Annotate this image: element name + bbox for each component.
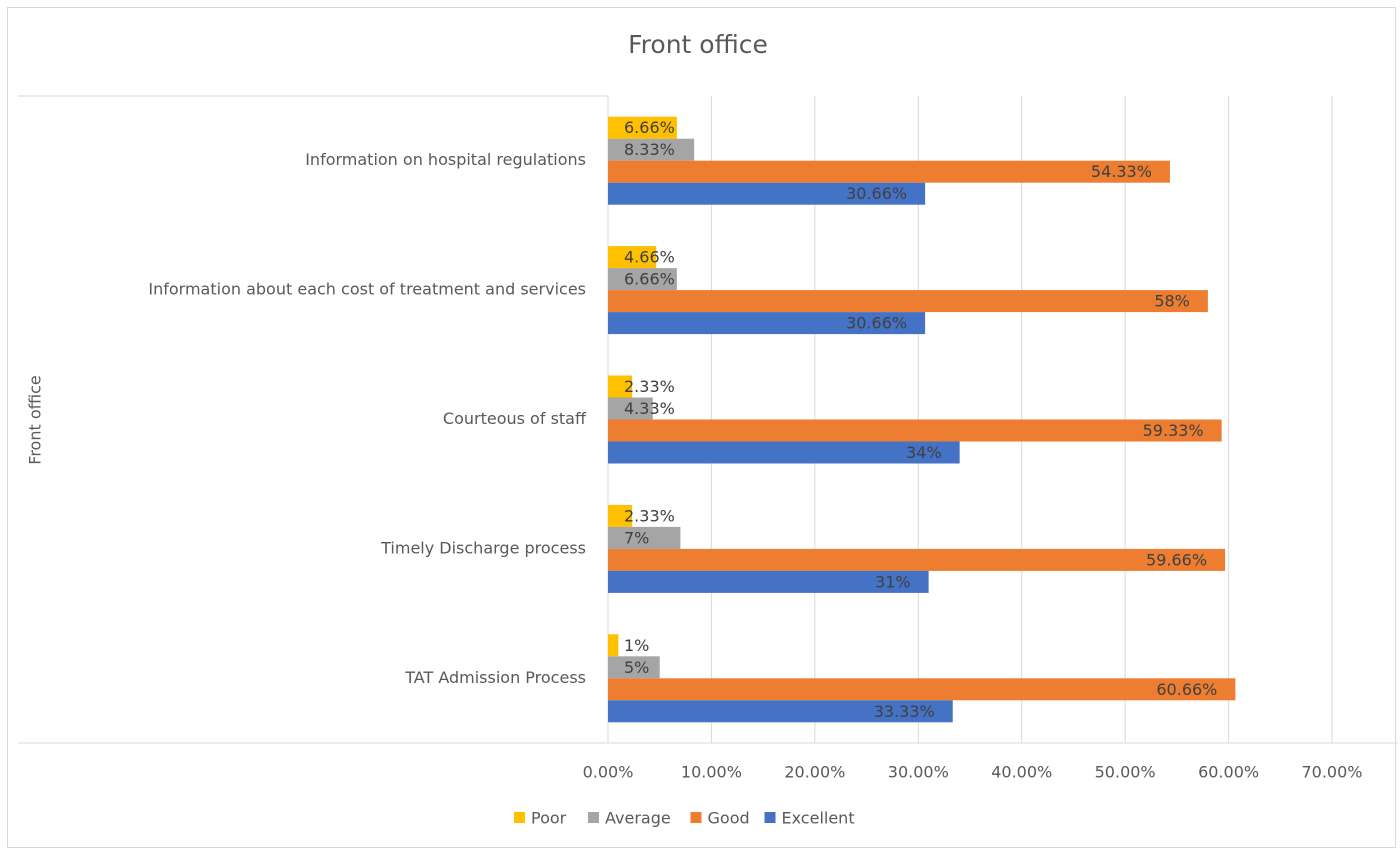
x-tick-label: 20.00% <box>784 763 845 782</box>
x-tick-label: 50.00% <box>1095 763 1156 782</box>
data-label: 2.33% <box>624 377 675 396</box>
data-label: 59.33% <box>1143 421 1204 440</box>
x-tick-label: 60.00% <box>1198 763 1259 782</box>
bar <box>608 634 619 657</box>
data-label: 7% <box>624 528 649 547</box>
y-tick-label: TAT Admission Process <box>404 668 586 687</box>
data-label: 5% <box>624 658 649 677</box>
data-label: 60.66% <box>1156 680 1217 699</box>
legend-swatch <box>588 812 599 823</box>
bar <box>608 656 660 679</box>
data-label: 59.66% <box>1146 550 1207 569</box>
bar <box>608 441 960 464</box>
bar <box>608 397 653 420</box>
bar <box>608 678 1236 701</box>
data-label: 34% <box>906 443 942 462</box>
bar <box>608 312 926 335</box>
y-tick-label: Information about each cost of treatment… <box>148 280 586 299</box>
bar <box>608 504 633 527</box>
bar <box>608 160 1170 183</box>
bar <box>608 246 657 269</box>
legend-label: Excellent <box>782 809 855 828</box>
data-label: 4.66% <box>624 248 675 267</box>
legend-label: Poor <box>531 809 567 828</box>
bar <box>608 570 929 593</box>
bar <box>608 419 1222 442</box>
y-tick-label: Timely Discharge process <box>380 538 586 557</box>
legend-label: Good <box>708 809 750 828</box>
data-label: 2.33% <box>624 506 675 525</box>
data-label: 4.33% <box>624 399 675 418</box>
legend-swatch <box>764 812 776 823</box>
data-label: 8.33% <box>624 140 675 159</box>
y-tick-label: Courteous of staff <box>443 409 587 428</box>
chart-title: Front office <box>628 30 768 59</box>
x-tick-label: 0.00% <box>583 763 634 782</box>
y-axis-label: Front office <box>26 375 45 464</box>
data-label: 6.66% <box>624 270 675 289</box>
bar <box>608 548 1226 571</box>
data-label: 30.66% <box>846 184 907 203</box>
y-tick-label: Information on hospital regulations <box>305 150 586 169</box>
x-tick-label: 30.00% <box>888 763 949 782</box>
x-tick-label: 70.00% <box>1301 763 1362 782</box>
bar <box>608 116 677 139</box>
data-label: 6.66% <box>624 118 675 137</box>
x-tick-label: 10.00% <box>681 763 742 782</box>
data-label: 30.66% <box>846 314 907 333</box>
data-label: 1% <box>624 636 649 655</box>
bar <box>608 138 695 161</box>
bar <box>608 700 953 723</box>
bar <box>608 526 681 549</box>
data-label: 58% <box>1154 292 1190 311</box>
bar <box>608 375 633 398</box>
legend-swatch <box>690 812 702 823</box>
legend-swatch <box>514 812 525 823</box>
data-label: 33.33% <box>874 702 935 721</box>
bar <box>608 268 677 291</box>
data-label: 31% <box>875 572 911 591</box>
legend-label: Average <box>605 809 671 828</box>
bar <box>608 182 926 205</box>
data-label: 54.33% <box>1091 162 1152 181</box>
x-tick-label: 40.00% <box>991 763 1052 782</box>
bar <box>608 290 1208 313</box>
